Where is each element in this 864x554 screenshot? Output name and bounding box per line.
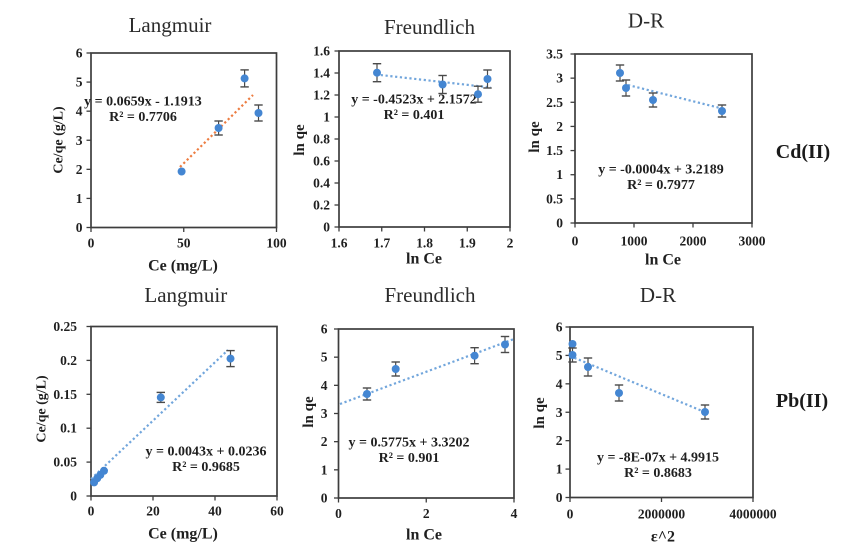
svg-text:2: 2 [423,506,430,521]
svg-text:0.05: 0.05 [53,455,77,470]
svg-text:0.2: 0.2 [313,198,330,213]
svg-text:0: 0 [556,490,563,505]
svg-text:2: 2 [507,236,514,251]
svg-text:0: 0 [323,220,330,235]
svg-text:Ce/qe (g/L): Ce/qe (g/L) [52,106,67,174]
svg-text:4: 4 [511,506,518,521]
svg-text:1.9: 1.9 [459,236,476,251]
svg-text:ln Ce: ln Ce [406,251,442,268]
svg-text:5: 5 [76,75,83,90]
svg-text:2: 2 [321,434,328,449]
svg-text:0: 0 [88,504,95,519]
svg-text:6: 6 [321,322,328,337]
svg-text:0.25: 0.25 [53,319,77,334]
svg-text:1: 1 [321,462,328,477]
svg-text:60: 60 [270,504,284,519]
svg-text:0: 0 [556,216,563,231]
svg-text:6: 6 [556,320,563,335]
svg-text:5: 5 [321,350,328,365]
svg-text:R² = 0.7706: R² = 0.7706 [109,110,177,125]
svg-text:6: 6 [76,46,83,61]
svg-text:2: 2 [556,433,563,448]
svg-text:2: 2 [76,162,83,177]
svg-text:0.15: 0.15 [53,387,77,402]
svg-text:ln qe: ln qe [532,397,548,429]
svg-text:R² = 0.8683: R² = 0.8683 [624,466,692,481]
svg-text:0.5: 0.5 [546,191,563,206]
svg-text:0.2: 0.2 [60,353,77,368]
svg-text:1.7: 1.7 [373,236,390,251]
svg-text:2.5: 2.5 [546,95,563,110]
svg-text:ε^2: ε^2 [651,529,675,546]
svg-text:D-R: D-R [640,283,676,307]
svg-text:0: 0 [572,234,579,249]
svg-text:R² = 0.9685: R² = 0.9685 [172,460,240,475]
svg-text:3000: 3000 [739,234,766,249]
svg-text:Ce/qe (g/L): Ce/qe (g/L) [35,375,50,443]
svg-text:3: 3 [321,406,328,421]
svg-text:4: 4 [321,378,328,393]
svg-text:0: 0 [70,489,77,504]
svg-text:R² = 0.401: R² = 0.401 [384,108,445,123]
svg-text:4000000: 4000000 [729,507,777,522]
svg-text:0.8: 0.8 [313,132,330,147]
svg-text:2: 2 [556,119,563,134]
svg-text:0: 0 [88,236,95,251]
svg-text:2000000: 2000000 [638,507,686,522]
svg-text:ln Ce: ln Ce [406,527,442,544]
svg-text:1.8: 1.8 [416,236,433,251]
svg-text:Freundlich: Freundlich [385,283,476,307]
svg-text:R² = 0.7977: R² = 0.7977 [627,178,695,193]
svg-text:3: 3 [556,405,563,420]
svg-text:R² = 0.901: R² = 0.901 [379,451,440,466]
svg-text:3: 3 [556,71,563,86]
svg-text:y = -0.0004x + 3.2189: y = -0.0004x + 3.2189 [598,163,724,178]
svg-text:Ce (mg/L): Ce (mg/L) [148,526,218,543]
svg-text:ln qe: ln qe [292,124,308,156]
svg-text:0: 0 [321,491,328,506]
svg-text:1: 1 [556,167,563,182]
svg-text:1: 1 [76,191,83,206]
svg-text:0: 0 [567,507,574,522]
svg-text:1.6: 1.6 [331,236,348,251]
svg-text:1.4: 1.4 [313,66,330,81]
svg-text:3: 3 [76,133,83,148]
svg-text:D-R: D-R [628,9,664,33]
svg-text:ln Ce: ln Ce [645,252,681,269]
svg-text:4: 4 [556,376,563,391]
svg-text:ln qe: ln qe [527,121,543,153]
svg-text:1.6: 1.6 [313,44,330,59]
svg-text:0.6: 0.6 [313,154,330,169]
svg-text:40: 40 [208,504,222,519]
svg-text:1: 1 [323,110,330,125]
svg-text:Freundlich: Freundlich [384,15,475,39]
svg-text:2000: 2000 [680,234,707,249]
svg-text:50: 50 [177,236,191,251]
svg-text:Langmuir: Langmuir [144,283,227,307]
svg-text:100: 100 [266,236,287,251]
svg-text:5: 5 [556,348,563,363]
svg-text:ln qe: ln qe [301,396,317,428]
svg-text:y = 0.5775x + 3.3202: y = 0.5775x + 3.3202 [349,436,470,451]
svg-text:Langmuir: Langmuir [129,13,212,37]
svg-text:1000: 1000 [621,234,648,249]
svg-text:20: 20 [146,504,160,519]
svg-text:1.5: 1.5 [546,143,563,158]
svg-text:0: 0 [76,220,83,235]
svg-text:Cd(II): Cd(II) [776,141,830,163]
svg-text:0: 0 [335,506,342,521]
svg-text:1.2: 1.2 [313,88,330,103]
svg-text:0.1: 0.1 [60,421,77,436]
svg-text:0.4: 0.4 [313,176,330,191]
svg-text:4: 4 [76,104,83,119]
svg-text:1: 1 [556,462,563,477]
svg-text:y = -8E-07x + 4.9915: y = -8E-07x + 4.9915 [597,451,719,466]
svg-text:y = 0.0043x + 0.0236: y = 0.0043x + 0.0236 [146,445,267,460]
svg-text:3.5: 3.5 [546,47,563,62]
svg-text:Pb(II): Pb(II) [776,390,828,412]
svg-text:y = 0.0659x - 1.1913: y = 0.0659x - 1.1913 [84,95,202,110]
svg-text:y = -0.4523x + 2.1572: y = -0.4523x + 2.1572 [351,93,477,108]
svg-text:Ce (mg/L): Ce (mg/L) [148,258,218,275]
